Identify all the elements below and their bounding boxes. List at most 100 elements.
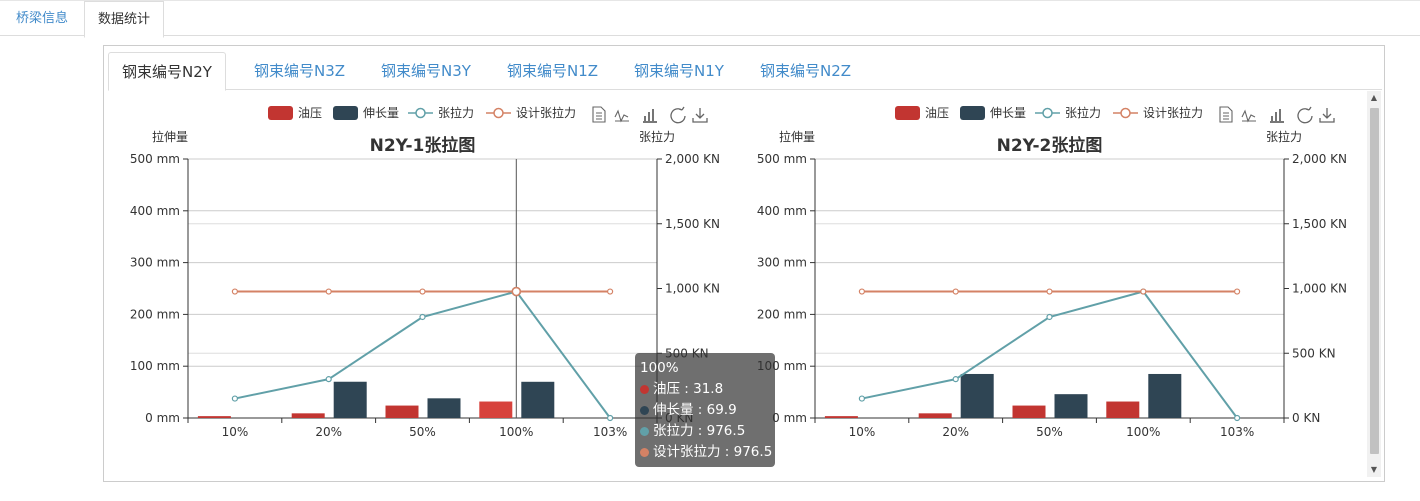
scroll-up-arrow-icon[interactable]: ▲ (1370, 93, 1378, 102)
tooltip-label: 张拉力 : 976.5 (653, 423, 746, 439)
point (419, 313, 426, 321)
y-right-tick-label: 1,500 KN (665, 217, 720, 231)
scroll-down-arrow-icon[interactable]: ▼ (1370, 465, 1378, 474)
point (607, 414, 614, 422)
y-left-tick-label: 300 mm (757, 256, 807, 270)
legend-label: 油压 (298, 106, 322, 120)
legend-label: 油压 (925, 106, 949, 120)
tooltip-title: 100% (640, 360, 679, 376)
top-tab-bar: 桥梁信息 数据统计 (0, 0, 1420, 38)
point (1046, 288, 1053, 295)
y-right-axis-name: 张拉力 (1266, 129, 1302, 144)
point (1046, 313, 1053, 321)
tooltip-dot (640, 426, 649, 436)
point (607, 288, 614, 295)
tooltip-row-elongation: 伸长量 : 69.9 (640, 400, 770, 421)
point (231, 288, 239, 295)
y-left-axis-name: 拉伸量 (779, 129, 815, 144)
vertical-scrollbar[interactable]: ▲ ▼ (1367, 91, 1381, 477)
x-tick-label: 10% (849, 425, 876, 439)
point (325, 288, 332, 295)
bar-elongation (521, 381, 555, 418)
y-right-tick-label: 1,000 KN (665, 282, 720, 296)
tendon-tab-bar: 钢束编号N2Y 钢束编号N3Z 钢束编号N3Y 钢束编号N1Z 钢束编号N1Y … (108, 52, 1382, 91)
data-view-icon (592, 106, 606, 123)
tab-tendon-n1y[interactable]: 钢束编号N1Y (634, 62, 724, 80)
y-left-tick-label: 200 mm (757, 307, 807, 321)
point (231, 395, 239, 402)
x-tick-label: 103% (593, 425, 627, 439)
legend-swatch-bar (960, 106, 985, 120)
scroll-thumb[interactable] (1370, 108, 1379, 454)
x-tick-label: 50% (409, 425, 436, 439)
legend-swatch-circle (1120, 107, 1131, 119)
tooltip-label: 伸长量 : 69.9 (653, 402, 737, 418)
tab-bridge-info[interactable]: 桥梁信息 (16, 11, 69, 26)
tooltip-dot (640, 447, 649, 457)
bar-elongation (333, 381, 367, 418)
bar-elongation (1054, 394, 1088, 418)
point (952, 376, 959, 383)
data-view-icon (1219, 106, 1233, 123)
bar-chart-icon (1270, 109, 1284, 123)
tab-tendon-n2y[interactable]: 钢束编号N2Y (108, 52, 226, 91)
bar-oil-pressure (197, 416, 231, 418)
tab-tendon-n2z[interactable]: 钢束编号N2Z (760, 62, 852, 80)
legend-swatch-circle (415, 107, 426, 119)
y-right-axis-name: 张拉力 (639, 129, 675, 144)
chart-title: N2Y-2张拉图 (997, 135, 1103, 156)
tooltip-dot (640, 384, 649, 394)
statistics-panel: 钢束编号N2Y 钢束编号N3Z 钢束编号N3Y 钢束编号N1Z 钢束编号N1Y … (103, 45, 1385, 482)
y-left-tick-label: 200 mm (130, 307, 180, 321)
restore-icon (1297, 106, 1313, 124)
x-tick-label: 20% (942, 425, 969, 439)
bar-oil-pressure (918, 413, 952, 418)
chart-title: N2Y-1张拉图 (370, 135, 476, 156)
y-left-tick-label: 100 mm (130, 359, 180, 373)
tooltip-dot (640, 405, 649, 415)
line-chart-icon (1241, 109, 1256, 123)
y-right-tick-label: 1,500 KN (1292, 217, 1347, 231)
tab-tendon-n3y[interactable]: 钢束编号N3Y (381, 62, 471, 80)
bar-oil-pressure (1106, 401, 1140, 418)
point (1233, 414, 1241, 422)
download-icon (692, 108, 708, 123)
tooltip-row-oil: 油压 : 31.8 (640, 379, 770, 400)
bar-oil-pressure (291, 413, 325, 418)
point (511, 286, 522, 297)
point (858, 395, 866, 402)
point (1140, 288, 1147, 295)
tab-tendon-n3z[interactable]: 钢束编号N3Z (254, 62, 346, 80)
y-left-tick-label: 0 mm (772, 411, 807, 425)
legend-swatch-circle (1042, 107, 1053, 119)
restore-icon (670, 106, 686, 124)
x-tick-label: 100% (499, 425, 533, 439)
legend-swatch-bar (895, 106, 920, 120)
bar-elongation (1148, 373, 1182, 418)
bar-oil-pressure (1012, 405, 1046, 418)
legend-swatch-bar (333, 106, 358, 120)
point (325, 376, 332, 383)
y-left-axis-name: 拉伸量 (152, 129, 188, 144)
tooltip-label: 油压 : 31.8 (653, 381, 724, 397)
tab-data-statistics[interactable]: 数据统计 (84, 1, 165, 38)
download-icon (1319, 108, 1335, 123)
bar-elongation (427, 398, 461, 418)
point (952, 288, 959, 295)
x-tick-label: 20% (315, 425, 342, 439)
legend-label: 张拉力 (1065, 105, 1101, 120)
legend-label: 设计张拉力 (1143, 105, 1203, 120)
point (419, 288, 426, 295)
legend-label: 伸长量 (363, 106, 399, 120)
y-right-tick-label: 2,000 KN (665, 152, 720, 166)
chart-area: 油压 伸长量 张拉力 设计张拉力 N2Y-1张拉图 拉伸量 张拉力 0 mm 100 mm 200… (108, 91, 1382, 479)
x-tick-label: 50% (1036, 425, 1063, 439)
point (1233, 288, 1241, 295)
legend-label: 张拉力 (438, 105, 474, 120)
legend-label: 伸长量 (990, 106, 1026, 120)
y-left-tick-label: 400 mm (130, 204, 180, 218)
tab-tendon-n1z[interactable]: 钢束编号N1Z (507, 62, 599, 80)
y-right-tick-label: 2,000 KN (1292, 152, 1347, 166)
legend-swatch-bar (268, 106, 293, 120)
